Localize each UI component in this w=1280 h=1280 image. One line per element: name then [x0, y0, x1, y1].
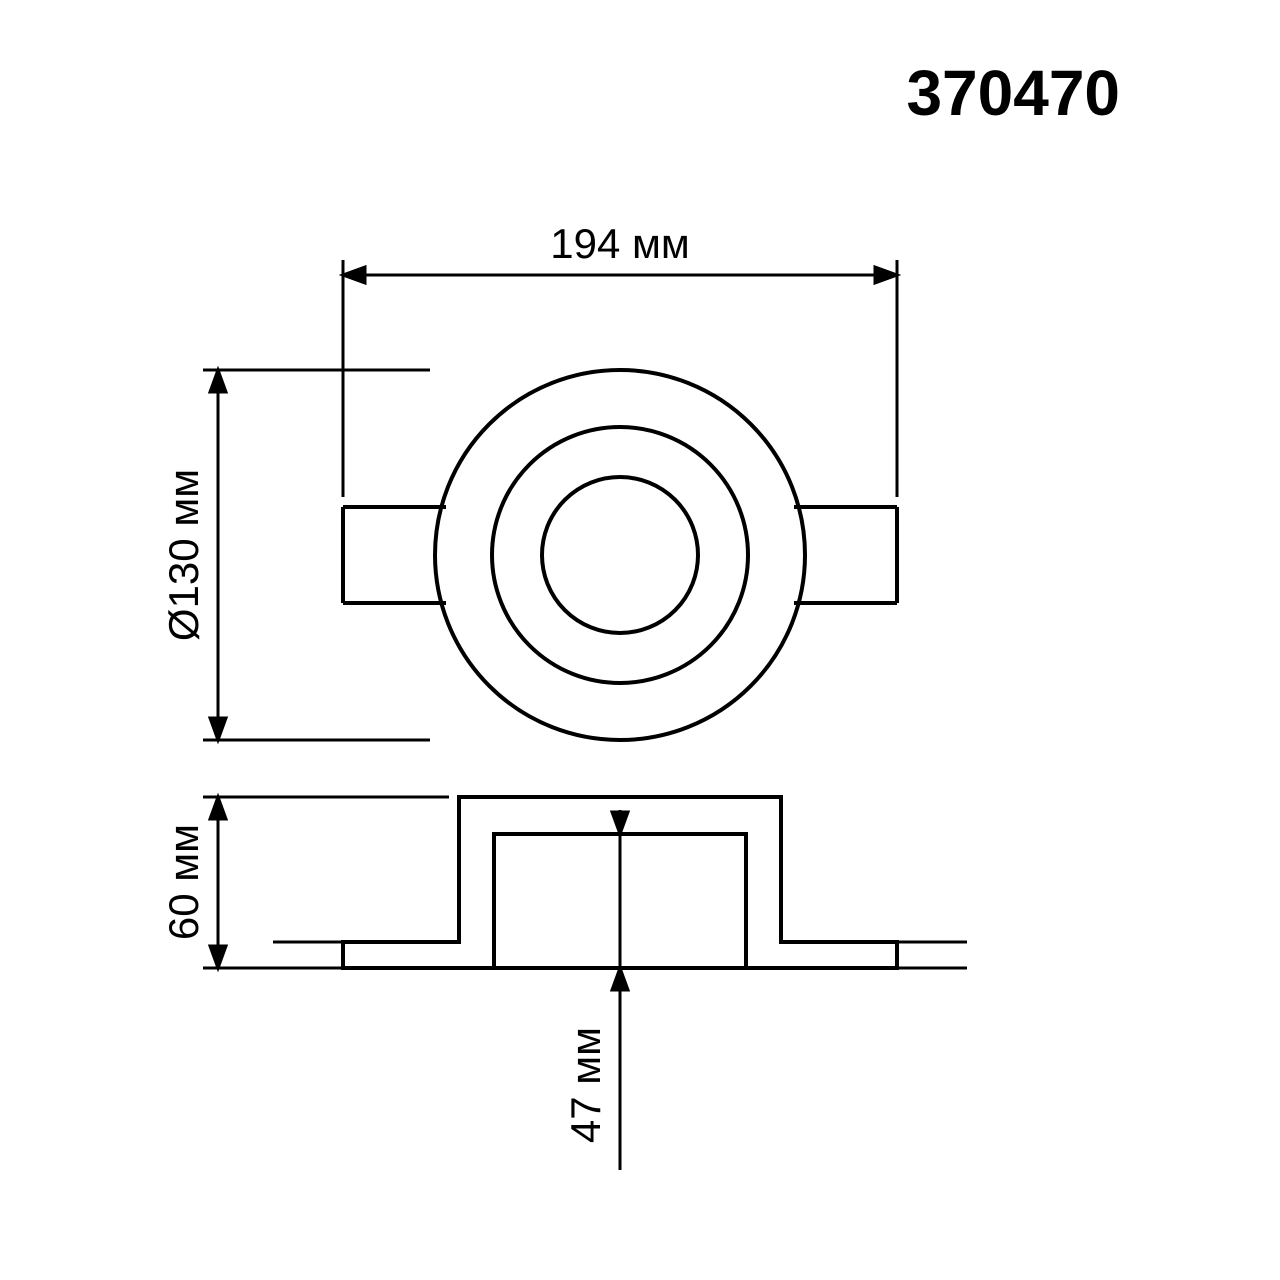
technical-drawing: 370470	[0, 0, 1280, 1280]
dimensions: 194 мм Ø130 мм 60 мм 4	[160, 220, 897, 1170]
top-view	[343, 370, 897, 740]
part-number: 370470	[906, 57, 1120, 129]
dim-overall-width-label: 194 мм	[550, 220, 690, 267]
dim-recess-depth-label: 47 мм	[562, 1027, 609, 1143]
dim-outer-diameter-label: Ø130 мм	[160, 469, 207, 641]
top-tab-left	[343, 507, 446, 603]
dim-recess-depth: 47 мм	[562, 810, 628, 1170]
dim-overall-width: 194 мм	[343, 220, 897, 497]
dim-overall-height-label: 60 мм	[160, 824, 207, 940]
circle-mid	[492, 427, 748, 683]
circle-inner	[542, 477, 698, 633]
top-tab-right	[794, 507, 897, 603]
dim-outer-diameter: Ø130 мм	[160, 370, 430, 740]
